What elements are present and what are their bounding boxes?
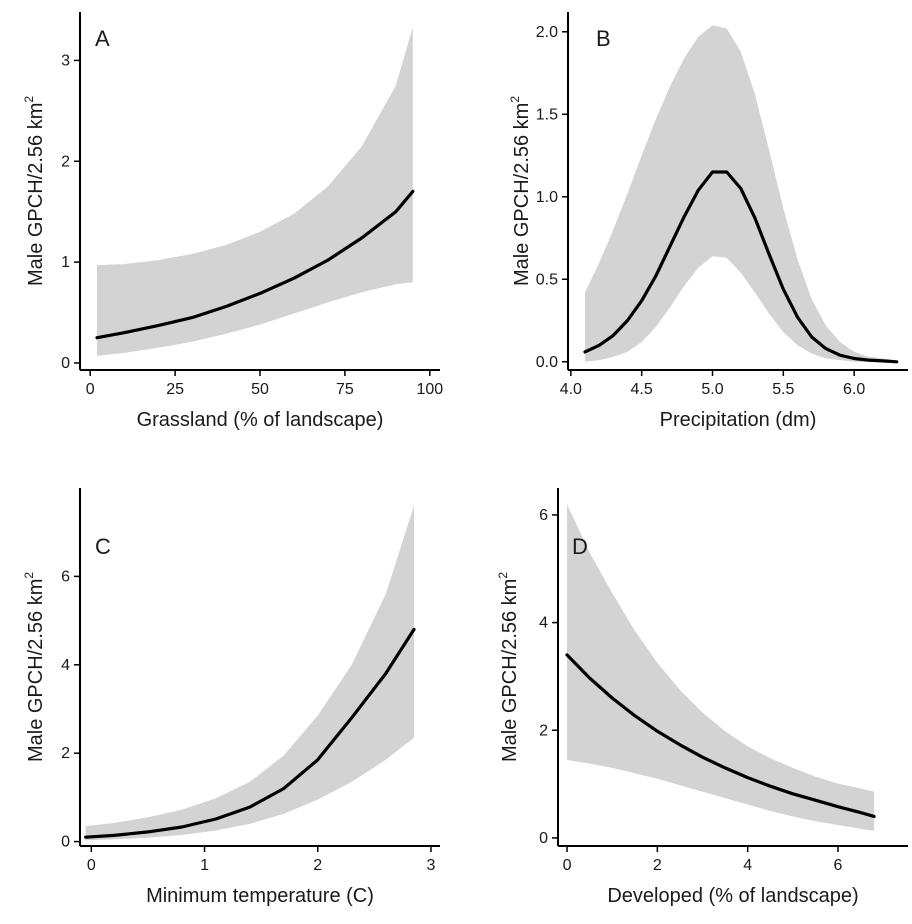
fitted-line bbox=[95, 189, 415, 340]
y-tick-label: 2 bbox=[61, 745, 70, 762]
y-axis-title-main: Male GPCH/2.56 km bbox=[25, 579, 47, 762]
x-tick-label: 5.5 bbox=[772, 381, 794, 398]
x-tick-label: 4 bbox=[743, 857, 752, 874]
x-tick-label: 6.0 bbox=[843, 381, 865, 398]
y-tick-label: 1.5 bbox=[536, 106, 558, 123]
y-tick-label: 0.0 bbox=[536, 354, 558, 371]
y-tick-label: 1.0 bbox=[536, 189, 558, 206]
y-axis-title-main: Male GPCH/2.56 km bbox=[511, 103, 533, 286]
y-tick-label: 2 bbox=[539, 722, 548, 739]
confidence-band bbox=[585, 25, 897, 362]
x-tick-label: 3 bbox=[426, 857, 435, 874]
y-axis-title: Male GPCH/2.56 km2 bbox=[508, 96, 533, 286]
y-axis-title-superscript: 2 bbox=[22, 96, 36, 103]
y-axis-title: Male GPCH/2.56 km2 bbox=[22, 96, 47, 286]
y-tick-label: 2 bbox=[61, 153, 70, 170]
panel-a: 0 25 50 75 100 0 1 2 3 Grassland (% of landscape)… bbox=[22, 12, 443, 431]
y-tick-label: 4 bbox=[61, 657, 70, 674]
x-tick-label: 0 bbox=[86, 381, 95, 398]
x-tick-label: 0 bbox=[87, 857, 96, 874]
y-tick-label: 2.0 bbox=[536, 24, 558, 41]
x-tick-label: 6 bbox=[834, 857, 843, 874]
panel-letter: C bbox=[95, 534, 111, 559]
x-tick-label: 5.0 bbox=[701, 381, 723, 398]
x-tick-label: 75 bbox=[336, 381, 354, 398]
x-tick-label: 4.0 bbox=[560, 381, 582, 398]
y-axis-title: Male GPCH/2.56 km2 bbox=[496, 572, 521, 762]
y-axis-title-main: Male GPCH/2.56 km bbox=[499, 579, 521, 762]
y-tick-label: 3 bbox=[61, 52, 70, 69]
fitted-line bbox=[84, 627, 416, 839]
confidence-band bbox=[85, 505, 414, 841]
x-tick-label: 0 bbox=[563, 857, 572, 874]
panel-letter: B bbox=[596, 26, 611, 51]
panel-letter: A bbox=[95, 26, 110, 51]
panel-c: 0 1 2 3 0 2 4 6 Minimum temperature (C) Male GPCH… bbox=[22, 488, 440, 907]
x-tick-label: 50 bbox=[251, 381, 269, 398]
confidence-band bbox=[97, 27, 413, 356]
x-tick-label: 2 bbox=[653, 857, 662, 874]
x-axis-title: Developed (% of landscape) bbox=[607, 885, 858, 907]
y-tick-label: 0 bbox=[61, 355, 70, 372]
x-tick-label: 1 bbox=[200, 857, 209, 874]
x-axis-title: Precipitation (dm) bbox=[660, 409, 817, 431]
fitted-line bbox=[583, 170, 899, 364]
panel-b: 4.0 4.5 5.0 5.5 6.0 0.0 0.5 1.0 1.5 2.0 Precipitat… bbox=[508, 12, 908, 431]
confidence-band bbox=[567, 504, 875, 831]
panel-d: 0 2 4 6 0 2 4 6 Developed (% of landscape) Male G… bbox=[496, 488, 908, 907]
y-tick-label: 0 bbox=[539, 830, 548, 847]
x-tick-label: 25 bbox=[166, 381, 184, 398]
panel-letter: D bbox=[572, 534, 588, 559]
x-axis-title: Minimum temperature (C) bbox=[146, 885, 374, 907]
x-axis-title: Grassland (% of landscape) bbox=[137, 409, 384, 431]
fitted-line bbox=[565, 653, 876, 819]
y-tick-label: 6 bbox=[61, 568, 70, 585]
y-axis-title-superscript: 2 bbox=[508, 96, 522, 103]
y-tick-label: 6 bbox=[539, 507, 548, 524]
y-tick-label: 0.5 bbox=[536, 271, 558, 288]
y-axis-title: Male GPCH/2.56 km2 bbox=[22, 572, 47, 762]
x-tick-label: 4.5 bbox=[631, 381, 653, 398]
y-axis-title-superscript: 2 bbox=[22, 572, 36, 579]
y-axis-title-superscript: 2 bbox=[496, 572, 510, 579]
y-tick-label: 4 bbox=[539, 615, 548, 632]
x-tick-label: 100 bbox=[416, 381, 443, 398]
y-axis-title-main: Male GPCH/2.56 km bbox=[25, 103, 47, 286]
y-tick-label: 1 bbox=[61, 254, 70, 271]
y-tick-label: 0 bbox=[61, 834, 70, 851]
x-tick-label: 2 bbox=[313, 857, 322, 874]
